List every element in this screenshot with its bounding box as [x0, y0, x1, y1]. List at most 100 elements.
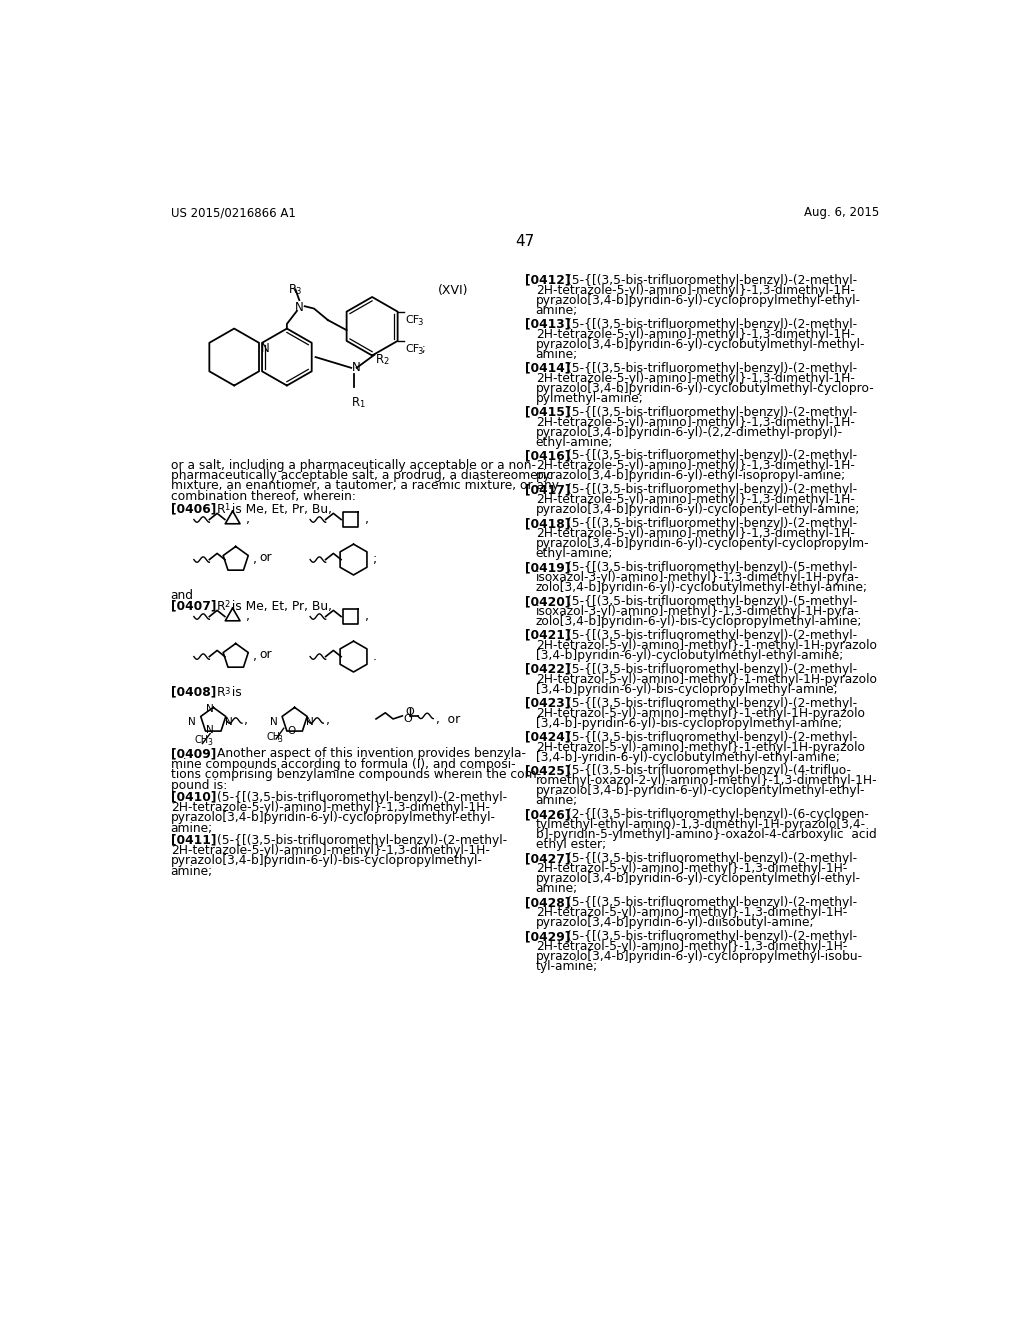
- Text: pyrazolo[3,4-b]pyridin-6-yl)-cyclobutylmethyl-cyclopro-: pyrazolo[3,4-b]pyridin-6-yl)-cyclobutylm…: [536, 381, 874, 395]
- Text: R: R: [217, 503, 225, 516]
- Text: Aug. 6, 2015: Aug. 6, 2015: [804, 206, 879, 219]
- Text: pyrazolo[3,4-b]pyridin-6-yl)-bis-cyclopropylmethyl-: pyrazolo[3,4-b]pyridin-6-yl)-bis-cyclopr…: [171, 854, 482, 867]
- Text: (5-{[(3,5-bis-trifluoromethyl-benzyl)-(2-methyl-: (5-{[(3,5-bis-trifluoromethyl-benzyl)-(2…: [567, 449, 857, 462]
- Text: R: R: [289, 284, 297, 296]
- Text: pyrazolo[3,4-b]pyridin-6-yl)-cyclopropylmethyl-ethyl-: pyrazolo[3,4-b]pyridin-6-yl)-cyclopropyl…: [536, 294, 860, 308]
- Text: (5-{[(3,5-bis-trifluoromethyl-benzyl)-(2-methyl-: (5-{[(3,5-bis-trifluoromethyl-benzyl)-(2…: [567, 929, 857, 942]
- Text: pyrazolo[3,4-b]pyridin-6-yl)-(2,2-dimethyl-propyl)-: pyrazolo[3,4-b]pyridin-6-yl)-(2,2-dimeth…: [536, 425, 843, 438]
- Text: [0411]: [0411]: [171, 834, 216, 846]
- Text: pyrazolo[3,4-b]pyridin-6-yl)-cyclopentylmethyl-ethyl-: pyrazolo[3,4-b]pyridin-6-yl)-cyclopentyl…: [536, 873, 860, 886]
- Text: 2H-tetrazole-5-yl)-amino]-methyl}-1,3-dimethyl-1H-: 2H-tetrazole-5-yl)-amino]-methyl}-1,3-di…: [171, 801, 489, 814]
- Text: (5-{[(3,5-bis-trifluoromethyl-benzyl)-(2-methyl-: (5-{[(3,5-bis-trifluoromethyl-benzyl)-(2…: [567, 362, 857, 375]
- Text: 3: 3: [278, 735, 283, 744]
- Text: O: O: [288, 726, 296, 737]
- Text: amine;: amine;: [536, 304, 578, 317]
- Text: [3,4-b]pyridin-6-yl)-cyclobutylmethyl-ethyl-amine;: [3,4-b]pyridin-6-yl)-cyclobutylmethyl-et…: [536, 649, 843, 661]
- Text: 2H-tetrazol-5-yl)-amino]-methyl}-1-ethyl-1H-pyrazolo: 2H-tetrazol-5-yl)-amino]-methyl}-1-ethyl…: [536, 741, 864, 754]
- Text: [0407]: [0407]: [171, 599, 216, 612]
- Text: N: N: [206, 725, 214, 735]
- Text: amine;: amine;: [536, 348, 578, 360]
- Text: isoxazol-3-yl)-amino]-methyl}-1,3-dimethyl-1H-pyra-: isoxazol-3-yl)-amino]-methyl}-1,3-dimeth…: [536, 572, 859, 585]
- Text: [0419]: [0419]: [524, 561, 570, 574]
- Text: 2H-tetrazol-5-yl)-amino]-methyl}-1,3-dimethyl-1H-: 2H-tetrazol-5-yl)-amino]-methyl}-1,3-dim…: [536, 862, 847, 875]
- Text: N: N: [225, 717, 232, 726]
- Text: pyrazolo[3,4-b]pyridin-6-yl)-cyclopentyl-ethyl-amine;: pyrazolo[3,4-b]pyridin-6-yl)-cyclopentyl…: [536, 503, 860, 516]
- Text: ,: ,: [253, 651, 257, 664]
- Text: amine;: amine;: [536, 882, 578, 895]
- Text: [0418]: [0418]: [524, 517, 570, 531]
- Text: 2H-tetrazol-5-yl)-amino]-methyl}-1-ethyl-1H-pyrazolo: 2H-tetrazol-5-yl)-amino]-methyl}-1-ethyl…: [536, 706, 864, 719]
- Text: CH: CH: [266, 733, 281, 742]
- Text: and: and: [171, 589, 194, 602]
- Text: 1: 1: [359, 400, 365, 409]
- Text: [0426]: [0426]: [524, 808, 570, 821]
- Text: (5-{[(3,5-bis-trifluoromethyl-benzyl)-(2-methyl-: (5-{[(3,5-bis-trifluoromethyl-benzyl)-(2…: [567, 318, 857, 331]
- Text: [0416]: [0416]: [524, 449, 570, 462]
- Text: 2H-tetrazole-5-yl)-amino]-methyl}-1,3-dimethyl-1H-: 2H-tetrazole-5-yl)-amino]-methyl}-1,3-di…: [536, 527, 854, 540]
- Text: 2H-tetrazol-5-yl)-amino]-methyl}-1-methyl-1H-pyrazolo: 2H-tetrazol-5-yl)-amino]-methyl}-1-methy…: [536, 673, 877, 686]
- Text: pyrazolo[3,4-b]pyridin-6-yl)-cyclopropylmethyl-ethyl-: pyrazolo[3,4-b]pyridin-6-yl)-cyclopropyl…: [171, 812, 496, 825]
- Text: ,: ,: [246, 610, 250, 623]
- Text: (5-{[(3,5-bis-trifluoromethyl-benzyl)-(2-methyl-: (5-{[(3,5-bis-trifluoromethyl-benzyl)-(2…: [567, 896, 857, 909]
- Text: 3: 3: [295, 286, 301, 296]
- Text: [0424]: [0424]: [524, 730, 570, 743]
- Text: [0415]: [0415]: [524, 405, 570, 418]
- Text: ethyl-amine;: ethyl-amine;: [536, 436, 613, 449]
- Text: 1: 1: [224, 503, 229, 512]
- Text: Another aspect of this invention provides benzyla-: Another aspect of this invention provide…: [217, 747, 526, 760]
- Text: (5-{[(3,5-bis-trifluoromethyl-benzyl)-(2-methyl-: (5-{[(3,5-bis-trifluoromethyl-benzyl)-(2…: [217, 834, 507, 846]
- Text: [0412]: [0412]: [524, 275, 570, 286]
- Text: 47: 47: [515, 234, 535, 249]
- Text: [0417]: [0417]: [524, 483, 570, 496]
- Text: (5-{[(3,5-bis-trifluoromethyl-benzyl)-(2-methyl-: (5-{[(3,5-bis-trifluoromethyl-benzyl)-(2…: [567, 853, 857, 865]
- Text: CF: CF: [406, 314, 420, 325]
- Text: isoxazol-3-yl)-amino]-methyl}-1,3-dimethyl-1H-pyra-: isoxazol-3-yl)-amino]-methyl}-1,3-dimeth…: [536, 605, 859, 618]
- Text: mine compounds according to formula (I), and composi-: mine compounds according to formula (I),…: [171, 758, 515, 771]
- Text: amine;: amine;: [536, 795, 578, 808]
- Text: combination thereof, wherein:: combination thereof, wherein:: [171, 490, 355, 503]
- Text: ,: ,: [245, 714, 248, 727]
- Text: ,: ,: [366, 513, 369, 527]
- Text: mixture, an enantiomer, a tautomer, a racemic mixture, or any: mixture, an enantiomer, a tautomer, a ra…: [171, 479, 559, 492]
- Text: ethyl ester;: ethyl ester;: [536, 838, 606, 851]
- Text: pyrazolo[3,4-b]pyridin-6-yl)-diisobutyl-amine;: pyrazolo[3,4-b]pyridin-6-yl)-diisobutyl-…: [536, 916, 814, 929]
- Text: O: O: [406, 706, 415, 717]
- Text: [0421]: [0421]: [524, 628, 570, 642]
- Text: (5-{[(3,5-bis-trifluoromethyl-benzyl)-(2-methyl-: (5-{[(3,5-bis-trifluoromethyl-benzyl)-(2…: [567, 697, 857, 710]
- Text: [3,4-b]-yridin-6-yl)-cyclobutylmethyl-ethyl-amine;: [3,4-b]-yridin-6-yl)-cyclobutylmethyl-et…: [536, 751, 840, 763]
- Text: tions comprising benzylamine compounds wherein the com-: tions comprising benzylamine compounds w…: [171, 768, 541, 781]
- Text: ,: ,: [366, 610, 369, 623]
- Text: 2H-tetrazol-5-yl)-amino]-methyl}-1,3-dimethyl-1H-: 2H-tetrazol-5-yl)-amino]-methyl}-1,3-dim…: [536, 906, 847, 919]
- Text: ,: ,: [246, 513, 250, 527]
- Text: pyrazolo[3,4-b]pyridin-6-yl)-cyclopentyl-cyclopropylm-: pyrazolo[3,4-b]pyridin-6-yl)-cyclopentyl…: [536, 537, 869, 550]
- Text: R: R: [217, 686, 225, 698]
- Text: [0427]: [0427]: [524, 853, 570, 865]
- Text: .: .: [373, 651, 377, 664]
- Text: ,  or: , or: [435, 713, 460, 726]
- Text: or: or: [260, 552, 272, 564]
- Text: pylmethyl-amine;: pylmethyl-amine;: [536, 392, 643, 405]
- Text: [0408]: [0408]: [171, 686, 216, 698]
- Text: tylmethyl-ethyl-amino)-1,3-dimethyl-1H-pyrazolo[3,4-: tylmethyl-ethyl-amino)-1,3-dimethyl-1H-p…: [536, 818, 865, 832]
- Text: b]-pyridin-5-ylmethyl]-amino}-oxazol-4-carboxylic  acid: b]-pyridin-5-ylmethyl]-amino}-oxazol-4-c…: [536, 829, 877, 841]
- Text: zolo[3,4-b]pyridin-6-yl)-bis-cyclopropylmethyl-amine;: zolo[3,4-b]pyridin-6-yl)-bis-cyclopropyl…: [536, 615, 862, 628]
- Text: or: or: [260, 648, 272, 661]
- Text: (2-{[(3,5-bis-trifluoromethyl-benzyl)-(6-cyclopen-: (2-{[(3,5-bis-trifluoromethyl-benzyl)-(6…: [567, 808, 869, 821]
- Text: 2: 2: [224, 601, 229, 610]
- Text: (5-{[(3,5-bis-trifluoromethyl-benzyl)-(2-methyl-: (5-{[(3,5-bis-trifluoromethyl-benzyl)-(2…: [567, 517, 857, 531]
- Text: (5-{[(3,5-bis-trifluoromethyl-benzyl)-(2-methyl-: (5-{[(3,5-bis-trifluoromethyl-benzyl)-(2…: [217, 791, 507, 804]
- Text: [0423]: [0423]: [524, 697, 570, 710]
- Text: N: N: [306, 717, 314, 726]
- Text: CH: CH: [195, 735, 209, 744]
- Text: 2H-tetrazole-5-yl)-amino]-methyl}-1,3-dimethyl-1H-: 2H-tetrazole-5-yl)-amino]-methyl}-1,3-di…: [536, 284, 854, 297]
- Text: N: N: [188, 717, 197, 726]
- Text: is: is: [228, 686, 242, 698]
- Text: 2H-tetrazole-5-yl)-amino]-methyl}-1,3-dimethyl-1H-: 2H-tetrazole-5-yl)-amino]-methyl}-1,3-di…: [536, 459, 854, 473]
- Text: ,: ,: [253, 553, 257, 566]
- Text: (XVI): (XVI): [438, 284, 469, 297]
- Text: US 2015/0216866 A1: US 2015/0216866 A1: [171, 206, 296, 219]
- Text: [0413]: [0413]: [524, 318, 570, 331]
- Text: N: N: [295, 301, 304, 314]
- Text: N: N: [270, 717, 278, 726]
- Text: (5-{[(3,5-bis-trifluoromethyl-benzyl)-(2-methyl-: (5-{[(3,5-bis-trifluoromethyl-benzyl)-(2…: [567, 275, 857, 286]
